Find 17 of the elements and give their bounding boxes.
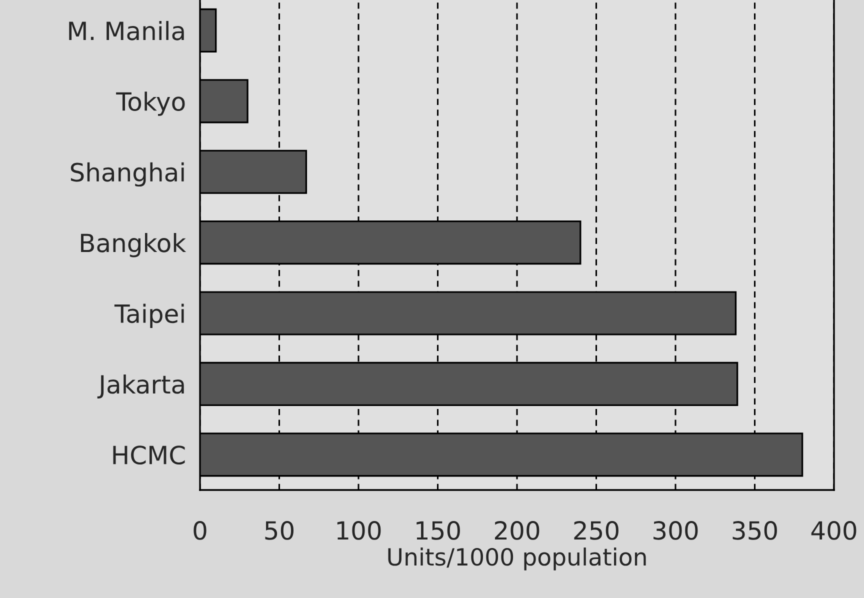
x-tick-label: 100 bbox=[337, 520, 381, 540]
x-tick-label: 350 bbox=[732, 520, 777, 540]
x-tick-label: 0 bbox=[194, 520, 206, 540]
x-tick-label: 250 bbox=[574, 520, 618, 540]
x-tick-label: 150 bbox=[416, 520, 460, 540]
y-tick-label: Taipei bbox=[114, 304, 184, 328]
x-tick-label: 400 bbox=[811, 520, 856, 540]
x-axis-title: Units/1000 population bbox=[388, 548, 646, 570]
y-tick-label: HCMC bbox=[113, 446, 185, 465]
x-tick-label: 50 bbox=[265, 520, 294, 540]
y-tick-label: Shanghai bbox=[70, 162, 184, 187]
y-tick-label: Bangkok bbox=[81, 233, 186, 258]
x-tick-label: 200 bbox=[494, 520, 540, 540]
x-tick-label: 300 bbox=[654, 520, 698, 540]
y-tick-label: Tokyo bbox=[116, 92, 185, 116]
y-tick-label: M. Manila bbox=[69, 20, 184, 40]
y-tick-label: Jakarta bbox=[97, 374, 184, 398]
